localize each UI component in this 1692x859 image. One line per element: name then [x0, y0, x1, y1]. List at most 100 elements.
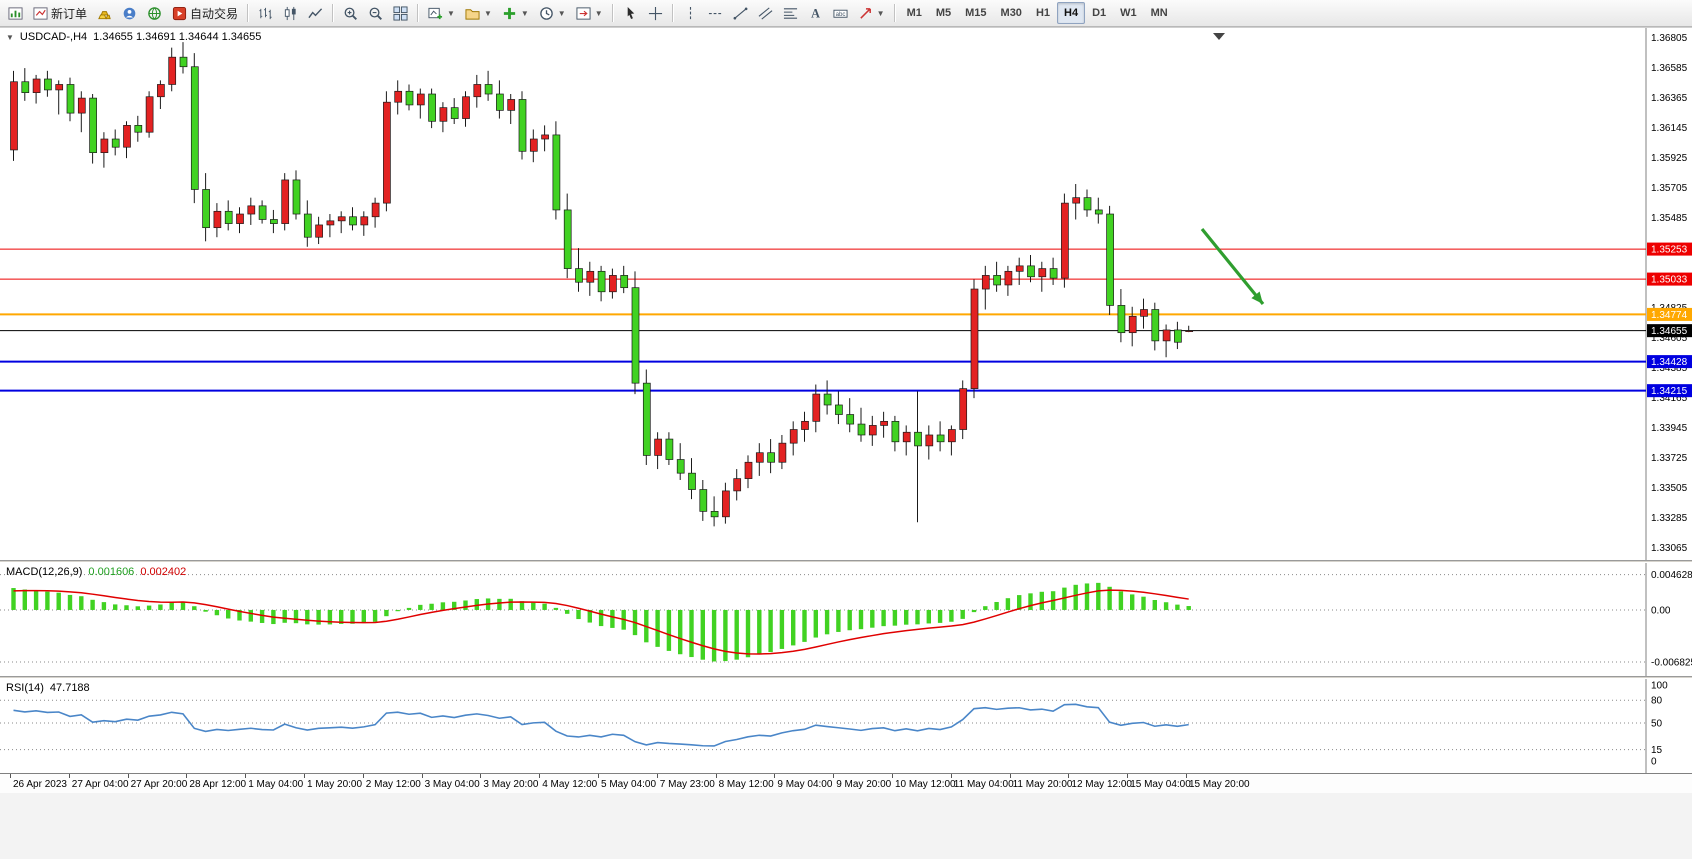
- tf-h4-button[interactable]: H4: [1057, 2, 1086, 24]
- time-tick: [480, 774, 482, 778]
- vertical-line-button[interactable]: [678, 2, 703, 24]
- market-watch-button[interactable]: [92, 2, 117, 24]
- macd-signal-line: [13, 589, 1189, 655]
- chevron-down-icon[interactable]: ▼: [447, 8, 455, 18]
- rsi-scale[interactable]: [1646, 679, 1692, 773]
- time-tick: [186, 774, 188, 778]
- trend-arrow-annotation[interactable]: [1200, 227, 1265, 306]
- macd-svg[interactable]: 0.004628 0.00 -0.006825: [0, 563, 1692, 676]
- chart-window-button[interactable]: [3, 2, 28, 24]
- tf-m30-button[interactable]: M30: [994, 2, 1029, 24]
- rsi-panel: RSI(14) 47.7188 100 80 50 15 0: [0, 679, 1692, 773]
- label-button[interactable]: abc: [828, 2, 853, 24]
- tf-mn-button[interactable]: MN: [1144, 2, 1175, 24]
- chart-context-icon[interactable]: ▼: [6, 32, 14, 42]
- autotrading-icon: [172, 6, 187, 20]
- tf-d1-button[interactable]: D1: [1085, 2, 1113, 24]
- time-axis-label: 2 May 12:00: [365, 779, 421, 790]
- templates-button[interactable]: ▼: [571, 2, 608, 24]
- macd-axis-label: 0.00: [1651, 605, 1671, 616]
- chart-shift-marker[interactable]: [1213, 33, 1225, 40]
- globe-icon: [148, 6, 161, 20]
- chart-ohlc-readout: 1.34655 1.34691 1.34644 1.34655: [93, 31, 262, 43]
- tf-m1-button-label: M1: [906, 7, 922, 19]
- toolbar-group-2: [253, 0, 328, 26]
- trendline-button[interactable]: [728, 2, 753, 24]
- time-axis-label: 1 May 20:00: [307, 779, 363, 790]
- rsi-value: 47.7188: [49, 682, 90, 694]
- tile-icon: [393, 5, 408, 21]
- new-order-button-label: 新订单: [51, 6, 88, 21]
- cursor-icon: [627, 6, 634, 19]
- chevron-down-icon[interactable]: ▼: [483, 8, 492, 18]
- gold-icon: [98, 10, 111, 19]
- profiles-button[interactable]: ▼: [460, 2, 497, 24]
- zoom-out-button[interactable]: [363, 2, 388, 24]
- chart-panel: ▼ USDCAD-,H4 1.34655 1.34691 1.34644 1.3…: [0, 27, 1692, 561]
- cursor-button[interactable]: [618, 2, 643, 24]
- tf-h1-button[interactable]: H1: [1029, 2, 1057, 24]
- time-tick: [10, 774, 11, 778]
- tile-windows-button[interactable]: [388, 2, 413, 24]
- fibonacci-button[interactable]: [778, 2, 803, 24]
- community-button[interactable]: [117, 2, 142, 24]
- price-scale[interactable]: [1646, 28, 1692, 561]
- support-line-1-badge-label: 1.34428: [1651, 357, 1688, 368]
- time-tick: [245, 774, 247, 778]
- support-line-1-badge: [1647, 355, 1692, 369]
- window-bottom-area: [0, 793, 1692, 859]
- arrows-button[interactable]: ▼: [853, 2, 890, 24]
- fibo-icon: [783, 7, 797, 19]
- bars-icon: [259, 7, 272, 19]
- profiles-icon: [465, 8, 480, 20]
- time-tick: [127, 774, 129, 778]
- crosshair-button[interactable]: [643, 2, 668, 24]
- tf-w1-button-label: W1: [1120, 7, 1137, 19]
- panel-splitter-2[interactable]: [0, 676, 1692, 679]
- autotrading-button[interactable]: 自动交易: [167, 2, 243, 24]
- clock-icon: [540, 6, 553, 20]
- resistance-line-1-badge: [1647, 242, 1692, 256]
- time-tick: [1127, 774, 1129, 778]
- bar-chart-button[interactable]: [253, 2, 278, 24]
- candlestick-chart-button[interactable]: [278, 2, 303, 24]
- crosshair-icon: [648, 6, 662, 20]
- indicators-button[interactable]: ▼: [497, 2, 534, 24]
- chevron-down-icon[interactable]: ▼: [557, 8, 566, 18]
- rsi-svg[interactable]: 100 80 50 150: [0, 679, 1692, 773]
- periods-button[interactable]: ▼: [534, 2, 571, 24]
- tf-m15-button[interactable]: M15: [958, 2, 993, 24]
- chart-plot-area[interactable]: [0, 28, 1646, 561]
- time-axis-label: 15 May 04:00: [1130, 779, 1191, 790]
- new-chart-icon: [428, 7, 443, 19]
- price-axis-label: 1.34385: [1651, 363, 1688, 374]
- horizontal-line-button[interactable]: [703, 2, 728, 24]
- time-scale[interactable]: 26 Apr 2023 27 Apr 04:00 27 Apr 20:00 28 Ap…: [0, 773, 1692, 793]
- tf-d1-button-label: D1: [1092, 7, 1107, 19]
- time-axis-label: 8 May 12:00: [718, 779, 774, 790]
- tf-m1-button[interactable]: M1: [900, 2, 929, 24]
- macd-scale[interactable]: [1646, 563, 1692, 676]
- new-order-button[interactable]: 新订单: [28, 2, 92, 24]
- price-axis-label: 1.33505: [1651, 483, 1688, 494]
- new-chart-button[interactable]: ▼: [423, 2, 460, 24]
- chevron-down-icon[interactable]: ▼: [520, 8, 529, 18]
- tf-m5-button[interactable]: M5: [929, 2, 958, 24]
- zoom-in-button[interactable]: [338, 2, 363, 24]
- channel-button[interactable]: [753, 2, 778, 24]
- chevron-down-icon[interactable]: ▼: [876, 8, 885, 18]
- tf-w1-button[interactable]: W1: [1113, 2, 1144, 24]
- line-chart-button[interactable]: [303, 2, 328, 24]
- time-tick: [656, 774, 658, 778]
- main-chart-svg[interactable]: 1.36805 1.36585 1.36365 1.36145 1.35925 1.357…: [0, 28, 1692, 561]
- panel-splitter-1[interactable]: [0, 560, 1692, 563]
- web-terminal-button[interactable]: [142, 2, 167, 24]
- tf-h1-button-label: H1: [1035, 7, 1050, 19]
- toolbar-separator: [332, 4, 335, 22]
- macd-plot-area[interactable]: [0, 563, 1646, 676]
- text-button[interactable]: A: [803, 2, 828, 24]
- chevron-down-icon[interactable]: ▼: [594, 8, 603, 18]
- time-axis-label: 27 Apr 04:00: [71, 779, 129, 790]
- candles-icon: [284, 6, 296, 20]
- toolbar-separator: [417, 4, 420, 22]
